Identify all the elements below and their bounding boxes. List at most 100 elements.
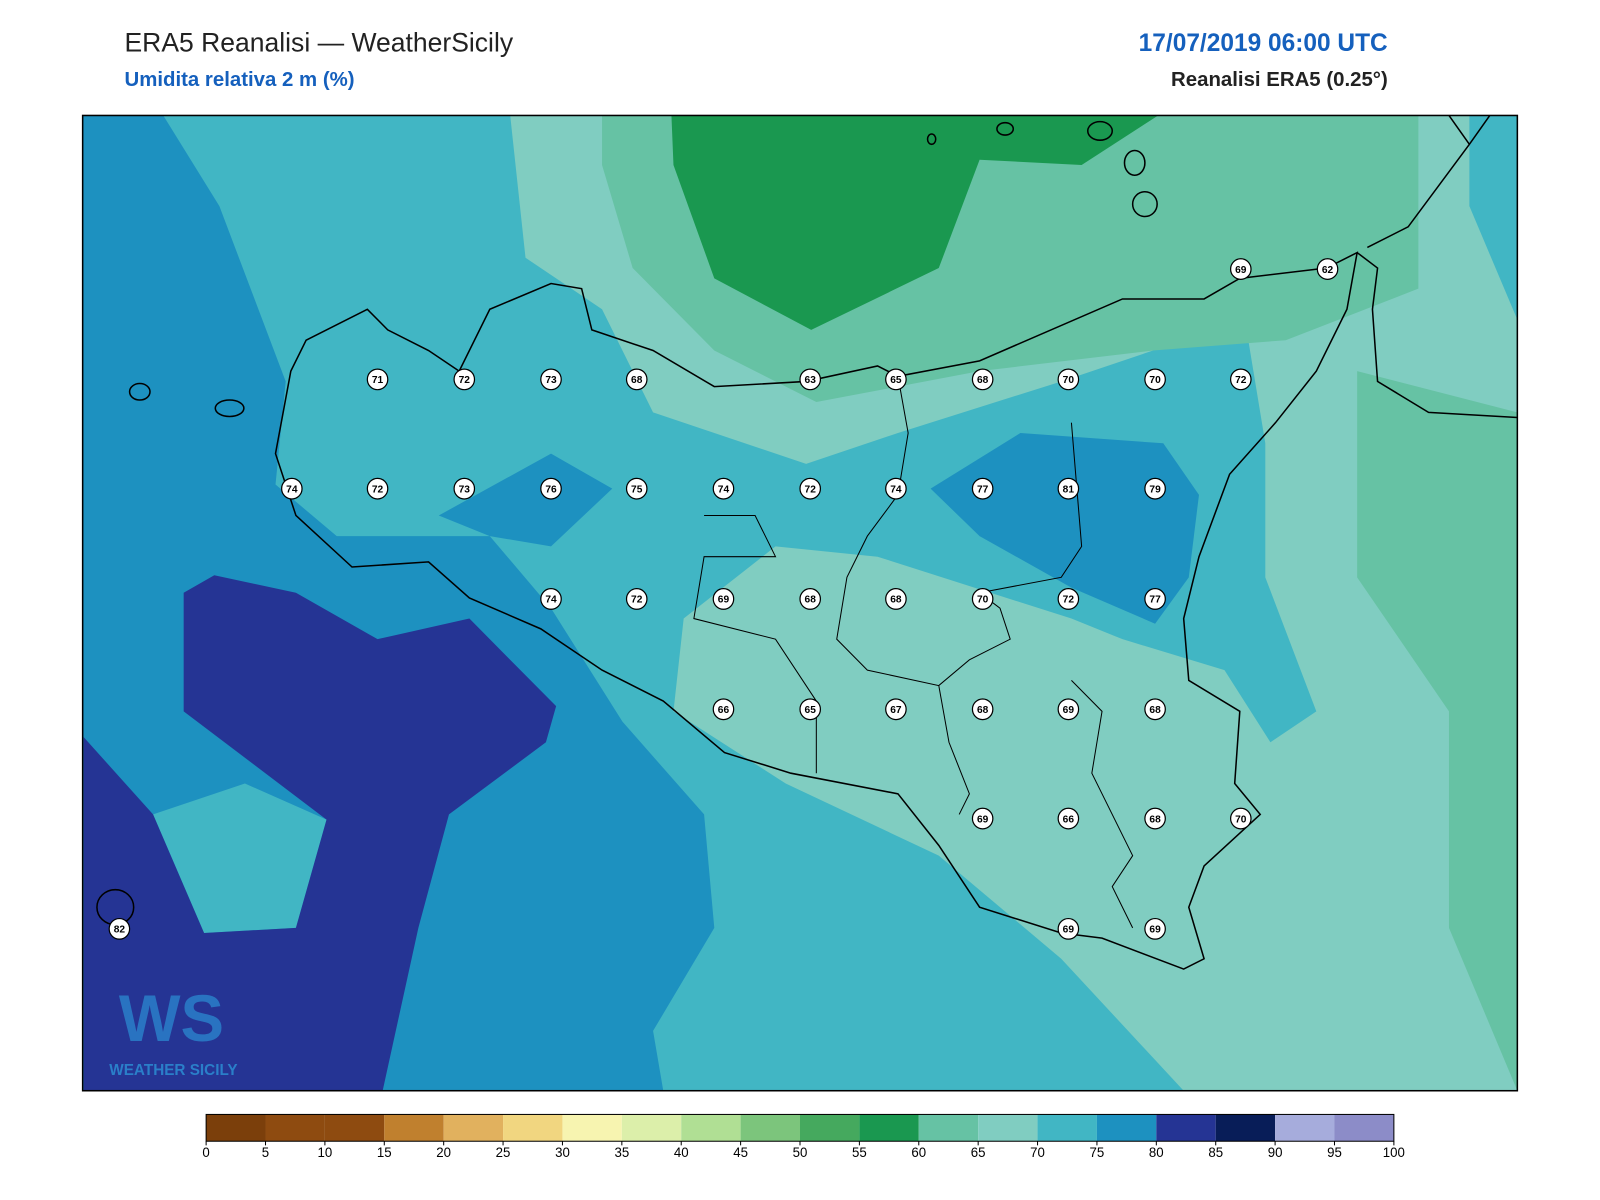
station-marker [1316, 258, 1339, 280]
colorbar-tick-label: 65 [971, 1145, 986, 1160]
colorbar-tick-label: 15 [377, 1145, 392, 1160]
station-value: 69 [1235, 265, 1247, 276]
station-marker [885, 368, 907, 391]
station-value: 77 [977, 484, 989, 495]
station-value: 74 [286, 484, 298, 495]
station-value: 77 [1149, 595, 1161, 606]
station-value: 68 [805, 595, 817, 606]
colorbar-swatch [562, 1114, 622, 1142]
station-marker [1144, 807, 1166, 830]
colorbar-tick-label: 60 [911, 1145, 926, 1160]
station-marker [625, 588, 648, 610]
station-value: 62 [1322, 265, 1334, 276]
map-area [82, 115, 1518, 1091]
humidity-zone [153, 783, 327, 933]
station-value: 69 [1149, 925, 1161, 936]
station-marker [1057, 807, 1080, 830]
station-value: 70 [1063, 375, 1075, 386]
humidity-zone [930, 432, 1199, 624]
date: 17/07/2019 06:00 UTC [1139, 30, 1388, 57]
station-marker [712, 588, 735, 610]
station-value: 66 [718, 705, 730, 716]
colorbar-tick-label: 90 [1268, 1145, 1283, 1160]
station-marker [712, 698, 735, 721]
station-value: 70 [1149, 375, 1161, 386]
calabria-coast [1356, 115, 1518, 419]
station-marker [453, 477, 476, 500]
station-value: 72 [805, 484, 817, 495]
colorbar-swatch [800, 1114, 860, 1142]
coastline [96, 115, 1518, 970]
station-value: 74 [718, 484, 730, 495]
station-value: 65 [805, 705, 817, 716]
station-marker [799, 588, 822, 610]
station-marker [1057, 477, 1080, 500]
colorbar-tick-label: 20 [436, 1145, 451, 1160]
station-value: 72 [631, 595, 643, 606]
source: Reanalisi ERA5 (0.25°) [1171, 68, 1388, 91]
station-marker [540, 368, 562, 391]
island [926, 133, 937, 146]
station-marker [799, 698, 822, 721]
colorbar-tick-label: 75 [1090, 1145, 1105, 1160]
title: ERA5 Reanalisi — WeatherSicily [124, 27, 513, 57]
station-value: 68 [1149, 814, 1161, 825]
island [1131, 190, 1158, 218]
station-marker [1057, 588, 1080, 610]
humidity-zone [438, 453, 613, 547]
station-marker [1057, 698, 1080, 721]
station-value: 73 [545, 375, 557, 386]
station-marker [1230, 807, 1252, 830]
station-value: 75 [631, 484, 643, 495]
station-marker [1144, 588, 1166, 610]
colorbar-swatch [324, 1114, 385, 1142]
station-marker [971, 477, 994, 500]
station-value: 72 [372, 484, 384, 495]
station-marker [1144, 368, 1166, 391]
humidity-zone [1357, 371, 1518, 1091]
colorbar-swatch [621, 1114, 682, 1142]
colorbar-swatch [206, 1114, 266, 1142]
island [1123, 149, 1146, 177]
station-value: 68 [977, 705, 989, 716]
station-value: 69 [1063, 705, 1075, 716]
station-marker [712, 477, 735, 500]
colorbar-swatch [503, 1114, 563, 1142]
colorbar-tick-label: 25 [496, 1145, 511, 1160]
station-marker [1144, 698, 1166, 721]
island [128, 382, 151, 401]
station-value: 69 [1063, 925, 1075, 936]
station-value: 72 [1235, 375, 1247, 386]
map-frame [81, 114, 1519, 1092]
station-marker [1230, 368, 1252, 391]
stations: 69 62 71 72 73 68 63 65 68 70 70 72 74 72 73 76 75 74 72 74… [108, 258, 1339, 940]
station-value: 70 [1235, 814, 1247, 825]
station-value: 79 [1149, 484, 1161, 495]
colorbar-tick-label: 80 [1149, 1145, 1164, 1160]
station-marker [366, 368, 389, 391]
colorbar-tick-label: 40 [674, 1145, 689, 1160]
island [1086, 120, 1114, 141]
station-value: 82 [114, 925, 126, 936]
colorbar-swatch [1334, 1114, 1394, 1142]
station-marker [885, 588, 907, 610]
station-marker [540, 477, 562, 500]
station-value: 67 [890, 705, 902, 716]
colorbar-tick-label: 35 [614, 1145, 629, 1160]
station-value: 74 [890, 484, 902, 495]
station-marker [799, 368, 822, 391]
colorbar-swatch [1275, 1114, 1335, 1142]
colorbar-tick-label: 100 [1383, 1145, 1405, 1160]
station-marker [971, 588, 994, 610]
station-marker [625, 368, 648, 391]
station-value: 72 [459, 375, 471, 386]
station-value: 68 [1149, 705, 1161, 716]
station-value: 72 [1063, 595, 1075, 606]
colorbar-tick-label: 5 [262, 1145, 269, 1160]
station-value: 63 [805, 375, 817, 386]
station-value: 74 [545, 595, 557, 606]
station-marker [1057, 917, 1080, 940]
humidity-zone [83, 575, 557, 1091]
colorbar-swatch [740, 1114, 800, 1142]
